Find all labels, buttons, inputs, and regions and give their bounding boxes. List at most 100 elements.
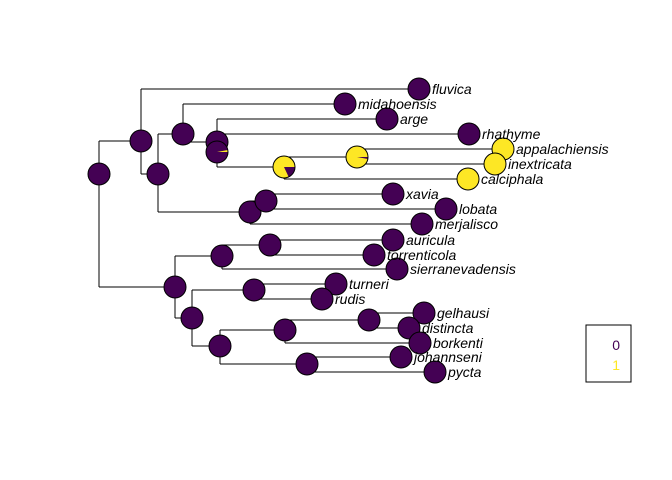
tip-circle-pycta-fill <box>423 360 447 384</box>
tip-label-xavia: xavia <box>405 186 439 202</box>
tip-circle-arge <box>375 107 399 131</box>
node-pie-clade_a3-fill <box>238 200 262 224</box>
tip-label-auricula: auricula <box>406 232 455 248</box>
node-pie-clade_a5 <box>205 140 229 164</box>
tip-circle-borkenti <box>408 331 432 355</box>
tip-label-sierranevadensis: sierranevadensis <box>410 261 516 277</box>
tip-label-gelhausi: gelhausi <box>437 305 490 321</box>
node-pie-clade_b7 <box>295 352 319 376</box>
node-pie-clade_a2-fill <box>171 122 195 146</box>
tip-label-lobata: lobata <box>459 201 497 217</box>
tip-circle-midahoensis <box>333 92 357 116</box>
node-pie-clade_b6-fill <box>273 318 297 342</box>
tip-circle-rudis <box>310 287 334 311</box>
tip-circle-johannseni-fill <box>389 345 413 369</box>
tip-circle-gelhausi <box>412 301 436 325</box>
node-pie-clade_a8-fill <box>254 189 278 213</box>
node-pie-clade_a5-outline <box>205 140 229 164</box>
node-pie-clade_a <box>129 129 153 153</box>
tip-circle-merjalisco-fill <box>410 212 434 236</box>
legend-label-state0: 0 <box>612 337 620 353</box>
tip-circle-sierranevadensis-fill <box>385 257 409 281</box>
tip-label-rhathyme: rhathyme <box>482 126 541 142</box>
tip-circle-gelhausi-fill <box>412 301 436 325</box>
tip-circle-calciphala-fill <box>456 167 480 191</box>
node-pie-clade_a7 <box>345 145 369 169</box>
node-pie-clade_a8 <box>254 189 278 213</box>
tip-label-pycta: pycta <box>447 364 482 380</box>
tip-circle-rhathyme <box>457 122 481 146</box>
node-pie-clade_b1-fill <box>210 244 234 268</box>
node-pie-clade_b2-fill <box>180 306 204 330</box>
node-pie-clade_b5-fill <box>208 334 232 358</box>
tip-circle-rhathyme-fill <box>457 122 481 146</box>
node-pie-clade_a6-state1-slice <box>273 156 295 179</box>
legend: 0 1 <box>585 324 632 383</box>
tip-circle-midahoensis-fill <box>333 92 357 116</box>
tip-circle-xavia-fill <box>381 182 405 206</box>
tip-circle-johannseni <box>389 345 413 369</box>
tip-label-merjalisco: merjalisco <box>435 216 498 232</box>
node-pie-clade_a7-state1-slice <box>346 145 368 168</box>
tip-circle-lobata <box>434 197 458 221</box>
node-pie-clade_a6 <box>272 155 296 179</box>
tip-circle-fluvica <box>407 77 431 101</box>
tip-circle-sierranevadensis <box>385 257 409 281</box>
node-pie-clade_b <box>163 275 187 299</box>
node-pie-clade_b-fill <box>163 275 187 299</box>
tip-circle-inextricata <box>483 152 507 176</box>
tip-label-distincta: distincta <box>422 320 474 336</box>
tip-circle-turneri <box>324 272 348 296</box>
node-pie-clade_a3 <box>238 200 262 224</box>
tip-label-borkenti: borkenti <box>433 335 484 351</box>
node-pie-root <box>87 162 111 186</box>
tip-label-rudis: rudis <box>335 291 365 307</box>
tip-label-fluvica: fluvica <box>432 81 472 97</box>
tip-circle-auricula <box>381 228 405 252</box>
node-pie-clade_b8 <box>357 308 381 332</box>
tip-label-turneri: turneri <box>349 276 390 292</box>
tip-circle-torrenticola <box>362 243 386 267</box>
tip-label-arge: arge <box>400 111 428 127</box>
tip-label-midahoensis: midahoensis <box>358 96 437 112</box>
tip-circle-turneri-fill <box>324 272 348 296</box>
tip-circle-pycta <box>423 360 447 384</box>
tip-circle-rudis-fill <box>310 287 334 311</box>
tip-label-inextricata: inextricata <box>508 156 572 172</box>
node-pie-clade_a-fill <box>129 129 153 153</box>
tip-label-torrenticola: torrenticola <box>387 247 456 263</box>
legend-box <box>585 324 632 383</box>
tip-circle-auricula-fill <box>381 228 405 252</box>
node-pie-clade_b3 <box>258 233 282 257</box>
node-pie-root-fill <box>87 162 111 186</box>
tip-circle-merjalisco <box>410 212 434 236</box>
node-pie-clade_b2 <box>180 306 204 330</box>
node-pie-clade_a1 <box>146 162 170 186</box>
node-pie-clade_a5-state1-slice <box>217 149 228 152</box>
node-pie-clade_b7-fill <box>295 352 319 376</box>
tip-label-appalachiensis: appalachiensis <box>516 141 609 157</box>
node-pie-clade_b4 <box>242 278 266 302</box>
tip-circle-calciphala <box>456 167 480 191</box>
tip-state-circles <box>310 77 515 384</box>
tip-circle-lobata-fill <box>434 197 458 221</box>
node-pie-clade_b4-fill <box>242 278 266 302</box>
node-pie-clade_a2 <box>171 122 195 146</box>
tip-circle-inextricata-fill <box>483 152 507 176</box>
node-pie-clade_b5 <box>208 334 232 358</box>
tip-circle-xavia <box>381 182 405 206</box>
node-pie-clade_a6-outline <box>272 155 296 179</box>
node-pie-clade_b8-fill <box>357 308 381 332</box>
node-pie-clade_b3-fill <box>258 233 282 257</box>
tip-circle-torrenticola-fill <box>362 243 386 267</box>
node-pie-clade_b6 <box>273 318 297 342</box>
node-pie-clade_a7-outline <box>345 145 369 169</box>
tip-circle-arge-fill <box>375 107 399 131</box>
legend-label-state1: 1 <box>612 357 620 373</box>
tip-label-johannseni: johannseni <box>412 349 483 365</box>
node-pie-clade_a1-fill <box>146 162 170 186</box>
ancestral-state-pies <box>87 122 381 376</box>
tip-circle-fluvica-fill <box>407 77 431 101</box>
